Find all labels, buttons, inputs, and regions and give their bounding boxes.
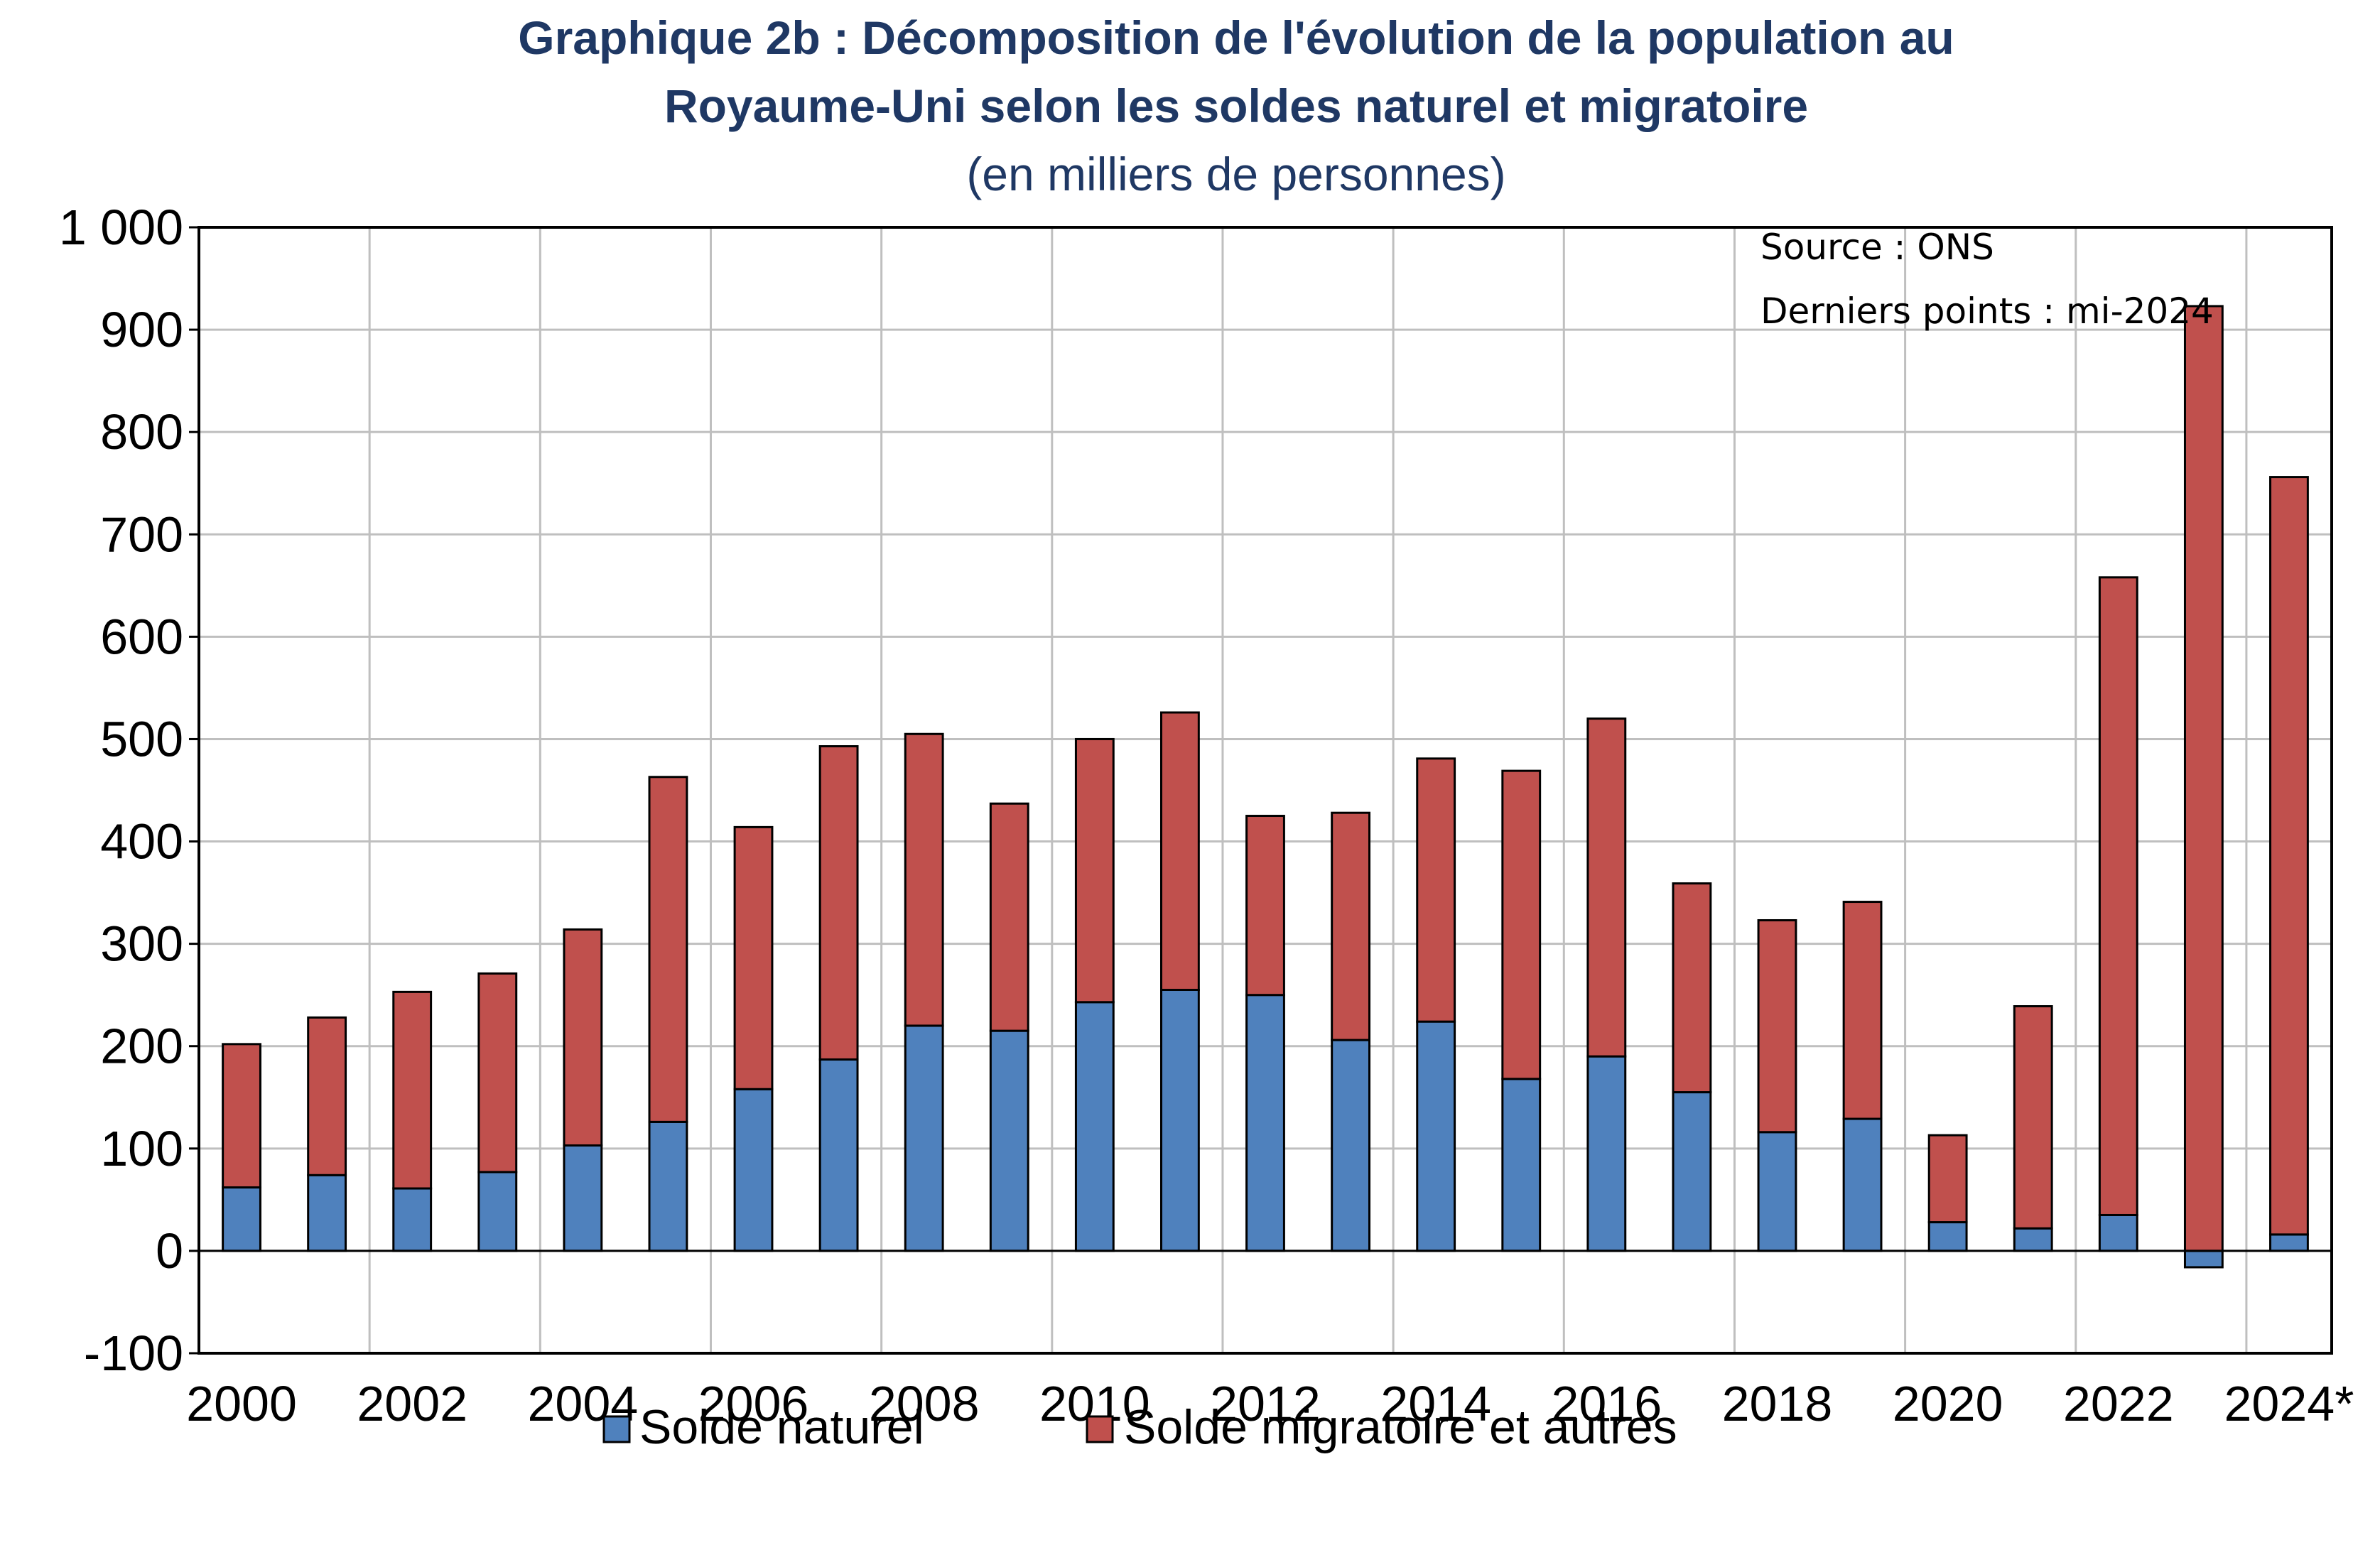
x-tick-label: 2000 [186, 1376, 297, 1431]
grid-lines [199, 227, 2332, 1353]
legend-swatch-solde-migratoire [1086, 1415, 1114, 1443]
bar-solde-naturel [1160, 988, 1200, 1252]
y-tick-label: 500 [100, 711, 183, 766]
chart-title-line2: Royaume-Uni selon les soldes naturel et … [664, 80, 1808, 132]
bar-solde-migratoire [1160, 711, 1200, 991]
bar-solde-migratoire [2098, 576, 2138, 1216]
y-tick-label: -100 [84, 1326, 183, 1381]
bar-solde-naturel [2269, 1233, 2309, 1252]
bar-solde-naturel [818, 1058, 859, 1252]
bar-solde-naturel [307, 1174, 347, 1252]
bar-solde-naturel [1672, 1091, 1712, 1252]
x-tick-label: 2006 [698, 1376, 809, 1431]
source-note: Source : ONS [1760, 227, 1994, 268]
bar-solde-naturel [1842, 1117, 1883, 1252]
x-tick-label: 2022 [2063, 1376, 2174, 1431]
y-tick-label: 300 [100, 916, 183, 972]
x-tick-label: 2018 [1722, 1376, 1833, 1431]
y-tick-label: 100 [100, 1121, 183, 1176]
x-tick-label: 2008 [869, 1376, 980, 1431]
x-tick-label: 2002 [357, 1376, 467, 1431]
bar-solde-migratoire [222, 1043, 261, 1189]
x-tick-label: 2024* [2224, 1376, 2354, 1431]
bar-solde-migratoire [1842, 901, 1883, 1120]
bar-solde-migratoire [1927, 1134, 1968, 1224]
bar-solde-naturel [1416, 1020, 1456, 1252]
y-tick-label: 800 [100, 404, 183, 460]
bar-solde-naturel [2183, 1250, 2224, 1269]
legend-label-solde-migratoire: Solde migratoire et autres [1124, 1400, 1677, 1454]
bar-solde-naturel [392, 1187, 433, 1252]
bar-solde-naturel [1331, 1039, 1370, 1252]
bar-solde-naturel [222, 1186, 261, 1252]
bar-solde-migratoire [1757, 918, 1797, 1134]
bar-solde-naturel [648, 1120, 688, 1252]
bar-solde-naturel [2098, 1213, 2138, 1252]
bar-solde-migratoire [2183, 305, 2224, 1252]
bar-solde-naturel [1927, 1221, 1968, 1252]
bar-solde-migratoire [477, 972, 518, 1174]
bar-solde-migratoire [904, 732, 944, 1027]
bar-solde-naturel [1501, 1078, 1542, 1252]
y-tick-label: 700 [100, 506, 183, 562]
bar-solde-naturel [1245, 994, 1285, 1252]
y-tick-label: 600 [100, 609, 183, 664]
y-tick-label: 1 000 [59, 200, 183, 255]
bar-solde-migratoire [2013, 1005, 2053, 1230]
y-tick-label: 0 [156, 1223, 183, 1279]
plot-frame [198, 226, 2333, 1355]
bar-solde-naturel [904, 1024, 944, 1252]
bar-solde-naturel [733, 1088, 774, 1252]
bar-solde-naturel [1586, 1055, 1627, 1252]
bar-solde-migratoire [1586, 717, 1627, 1058]
bar-solde-migratoire [648, 776, 688, 1123]
bar-solde-naturel [989, 1029, 1029, 1252]
x-tick-label: 2016 [1551, 1376, 1662, 1431]
bars [222, 305, 2309, 1269]
bar-solde-migratoire [392, 990, 433, 1190]
bar-solde-migratoire [818, 745, 859, 1061]
bar-solde-migratoire [1331, 811, 1370, 1041]
bar-solde-naturel [563, 1144, 603, 1252]
y-tick-label: 900 [100, 302, 183, 357]
y-tick-label: 400 [100, 814, 183, 869]
bar-solde-migratoire [563, 928, 603, 1147]
bar-solde-migratoire [1501, 769, 1542, 1080]
bar-solde-naturel [1757, 1131, 1797, 1252]
legend-label-solde-naturel: Solde naturel [639, 1400, 924, 1454]
y-tick-label: 200 [100, 1019, 183, 1074]
bar-solde-migratoire [307, 1016, 347, 1176]
bar-solde-migratoire [2269, 476, 2309, 1236]
x-tick-label: 2014 [1380, 1376, 1491, 1431]
bar-solde-naturel [1074, 1001, 1115, 1252]
x-axis-ticks: 2000 2002 2004 2006 2008 2010 2012 2014 2016 2018… [186, 1376, 2354, 1431]
bar-solde-migratoire [1416, 757, 1456, 1023]
x-tick-label: 2012 [1210, 1376, 1321, 1431]
chart-title-line1: Graphique 2b : Décomposition de l'évolut… [518, 11, 1954, 64]
bar-solde-migratoire [1074, 737, 1115, 1004]
legend-swatch-solde-naturel [602, 1415, 631, 1443]
bar-solde-migratoire [733, 825, 774, 1090]
legend: Solde naturel Solde migratoire et autres [602, 1400, 1677, 1454]
x-tick-label: 2020 [1893, 1376, 2003, 1431]
last-points-note: Derniers points : mi-2024 [1760, 291, 2214, 332]
bar-solde-naturel [477, 1171, 518, 1252]
bar-solde-migratoire [1672, 882, 1712, 1094]
bar-solde-migratoire [1245, 815, 1285, 997]
bar-solde-naturel [2013, 1227, 2053, 1252]
chart-subtitle: (en milliers de personnes) [966, 148, 1505, 200]
bar-solde-migratoire [989, 802, 1029, 1032]
